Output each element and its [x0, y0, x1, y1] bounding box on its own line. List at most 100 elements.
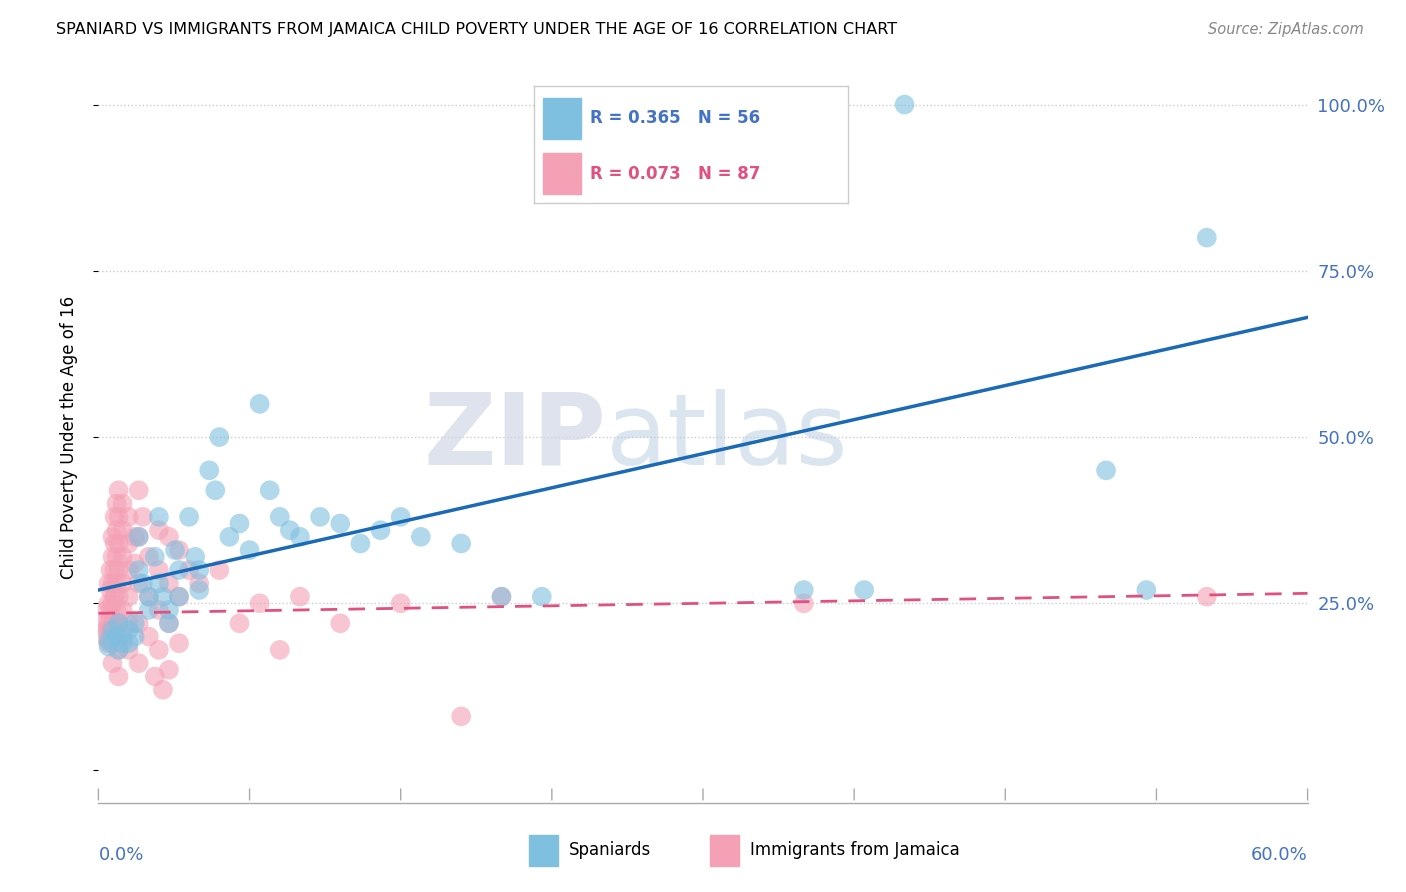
Point — [105, 576, 128, 591]
Point — [111, 523, 134, 537]
Point — [107, 483, 129, 498]
Point — [118, 616, 141, 631]
Point — [118, 636, 141, 650]
Point — [152, 682, 174, 697]
Point — [853, 582, 876, 597]
Y-axis label: Child Poverty Under the Age of 16: Child Poverty Under the Age of 16 — [59, 295, 77, 579]
Point — [97, 640, 120, 654]
Point — [101, 549, 124, 564]
Point — [138, 590, 160, 604]
Point — [269, 509, 291, 524]
Point — [132, 576, 155, 591]
Point — [450, 709, 472, 723]
Point — [1195, 230, 1218, 244]
Point — [184, 549, 207, 564]
Point — [269, 643, 291, 657]
Point — [103, 563, 125, 577]
Point — [167, 590, 190, 604]
Point — [278, 523, 301, 537]
Point — [118, 536, 141, 550]
Point — [228, 616, 250, 631]
Point — [148, 563, 170, 577]
Point — [128, 563, 150, 577]
Point — [105, 523, 128, 537]
Point — [124, 630, 146, 644]
Point — [259, 483, 281, 498]
Point — [167, 636, 190, 650]
Point — [118, 590, 141, 604]
Point — [107, 616, 129, 631]
Point — [97, 636, 120, 650]
Point — [124, 530, 146, 544]
Text: atlas: atlas — [606, 389, 848, 485]
Point — [128, 483, 150, 498]
Point — [793, 582, 815, 597]
Point — [128, 530, 150, 544]
Point — [188, 582, 211, 597]
Point — [329, 616, 352, 631]
Point — [288, 530, 311, 544]
Point — [138, 590, 160, 604]
Point — [198, 463, 221, 477]
Point — [138, 549, 160, 564]
Text: 0.0%: 0.0% — [98, 846, 143, 864]
Point — [208, 430, 231, 444]
Point — [138, 630, 160, 644]
Point — [107, 669, 129, 683]
Point — [111, 603, 134, 617]
Point — [249, 397, 271, 411]
Point — [228, 516, 250, 531]
Point — [111, 497, 134, 511]
Point — [100, 623, 122, 637]
Point — [107, 643, 129, 657]
Point — [101, 596, 124, 610]
Point — [491, 590, 513, 604]
Point — [530, 590, 553, 604]
Point — [204, 483, 226, 498]
Point — [188, 563, 211, 577]
Point — [93, 630, 115, 644]
Point — [107, 643, 129, 657]
Point — [893, 97, 915, 112]
Point — [103, 509, 125, 524]
Point — [152, 590, 174, 604]
Point — [101, 530, 124, 544]
Point — [1195, 590, 1218, 604]
Point — [101, 576, 124, 591]
Point — [157, 576, 180, 591]
Point — [148, 509, 170, 524]
Point — [103, 616, 125, 631]
Point — [370, 523, 392, 537]
Point — [107, 509, 129, 524]
Point — [128, 530, 150, 544]
Point — [118, 643, 141, 657]
Point — [111, 576, 134, 591]
Point — [288, 590, 311, 604]
Point — [93, 616, 115, 631]
Point — [157, 616, 180, 631]
Point — [111, 549, 134, 564]
Point — [97, 596, 120, 610]
Point — [128, 576, 150, 591]
Point — [163, 543, 186, 558]
Point — [100, 563, 122, 577]
Point — [1135, 582, 1157, 597]
Point — [96, 603, 118, 617]
Point — [793, 596, 815, 610]
Point — [124, 616, 146, 631]
Point — [157, 603, 180, 617]
Point — [143, 669, 166, 683]
Point — [128, 656, 150, 670]
Point — [124, 557, 146, 571]
Point — [309, 509, 332, 524]
Point — [148, 603, 170, 617]
Point — [97, 632, 120, 647]
Point — [148, 523, 170, 537]
Point — [143, 549, 166, 564]
Point — [97, 616, 120, 631]
Point — [118, 563, 141, 577]
Point — [105, 603, 128, 617]
Point — [179, 509, 201, 524]
Point — [128, 616, 150, 631]
Point — [389, 509, 412, 524]
